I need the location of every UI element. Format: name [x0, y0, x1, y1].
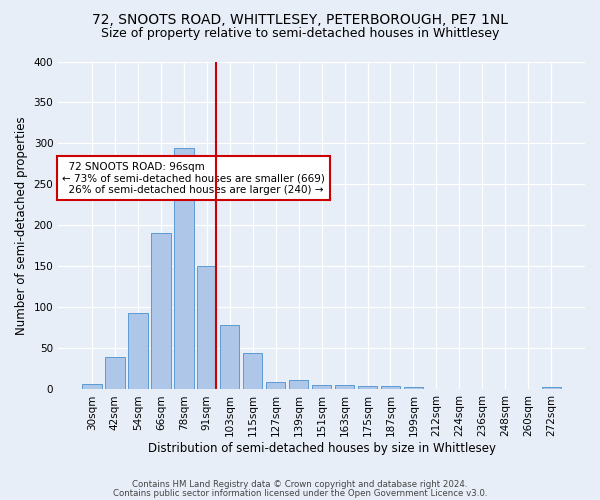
Text: Size of property relative to semi-detached houses in Whittlesey: Size of property relative to semi-detach…: [101, 28, 499, 40]
Bar: [335, 384, 355, 390]
Text: Contains HM Land Registry data © Crown copyright and database right 2024.: Contains HM Land Registry data © Crown c…: [132, 480, 468, 489]
Bar: [358, 386, 377, 390]
Bar: [105, 358, 125, 390]
Bar: [381, 386, 400, 390]
X-axis label: Distribution of semi-detached houses by size in Whittlesey: Distribution of semi-detached houses by …: [148, 442, 496, 455]
Bar: [289, 380, 308, 390]
Text: 72, SNOOTS ROAD, WHITTLESEY, PETERBOROUGH, PE7 1NL: 72, SNOOTS ROAD, WHITTLESEY, PETERBOROUG…: [92, 12, 508, 26]
Bar: [82, 384, 101, 390]
Bar: [220, 324, 239, 390]
Bar: [174, 148, 194, 390]
Bar: [128, 313, 148, 390]
Bar: [312, 386, 331, 390]
Bar: [151, 233, 170, 390]
Bar: [197, 266, 217, 390]
Y-axis label: Number of semi-detached properties: Number of semi-detached properties: [15, 116, 28, 335]
Text: Contains public sector information licensed under the Open Government Licence v3: Contains public sector information licen…: [113, 488, 487, 498]
Bar: [266, 382, 286, 390]
Bar: [243, 354, 262, 390]
Text: 72 SNOOTS ROAD: 96sqm
← 73% of semi-detached houses are smaller (669)
  26% of s: 72 SNOOTS ROAD: 96sqm ← 73% of semi-deta…: [62, 162, 325, 194]
Bar: [404, 387, 423, 390]
Bar: [542, 387, 561, 390]
